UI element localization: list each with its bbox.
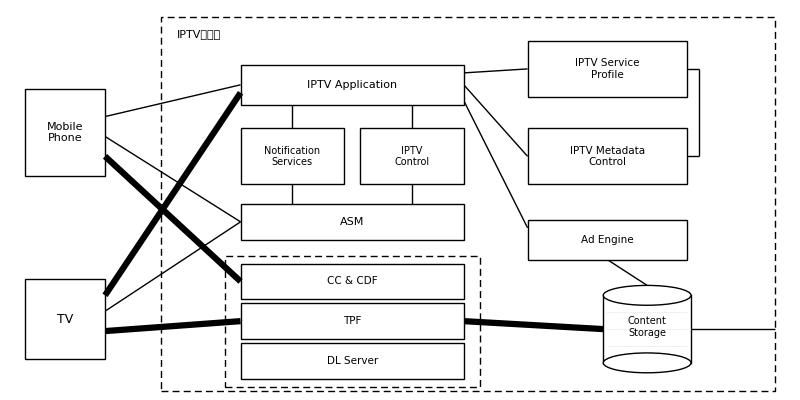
FancyBboxPatch shape bbox=[241, 128, 344, 184]
FancyBboxPatch shape bbox=[225, 256, 480, 387]
FancyBboxPatch shape bbox=[241, 65, 464, 105]
FancyBboxPatch shape bbox=[241, 303, 464, 339]
Text: IPTV Service
Profile: IPTV Service Profile bbox=[575, 58, 639, 80]
Text: Ad Engine: Ad Engine bbox=[581, 235, 634, 245]
Text: ASM: ASM bbox=[340, 217, 364, 227]
Text: TPF: TPF bbox=[343, 316, 362, 326]
Text: CC & CDF: CC & CDF bbox=[327, 276, 378, 286]
Text: Mobile
Phone: Mobile Phone bbox=[47, 122, 83, 143]
FancyBboxPatch shape bbox=[161, 17, 774, 391]
FancyBboxPatch shape bbox=[241, 204, 464, 240]
FancyBboxPatch shape bbox=[603, 295, 691, 363]
FancyBboxPatch shape bbox=[241, 264, 464, 299]
FancyBboxPatch shape bbox=[527, 128, 687, 184]
FancyBboxPatch shape bbox=[527, 41, 687, 97]
Text: IPTV网络侧: IPTV网络侧 bbox=[177, 29, 221, 39]
Text: Content
Storage: Content Storage bbox=[628, 316, 666, 338]
Text: IPTV
Control: IPTV Control bbox=[394, 146, 430, 167]
Ellipse shape bbox=[603, 286, 691, 305]
FancyBboxPatch shape bbox=[527, 220, 687, 260]
Text: TV: TV bbox=[57, 313, 74, 326]
Text: IPTV Metadata
Control: IPTV Metadata Control bbox=[570, 146, 645, 167]
Text: DL Server: DL Server bbox=[326, 356, 378, 366]
Ellipse shape bbox=[603, 353, 691, 373]
FancyBboxPatch shape bbox=[241, 343, 464, 379]
Text: Notification
Services: Notification Services bbox=[264, 146, 321, 167]
FancyBboxPatch shape bbox=[360, 128, 464, 184]
FancyBboxPatch shape bbox=[26, 89, 105, 176]
Text: IPTV Application: IPTV Application bbox=[307, 80, 398, 90]
FancyBboxPatch shape bbox=[26, 280, 105, 359]
